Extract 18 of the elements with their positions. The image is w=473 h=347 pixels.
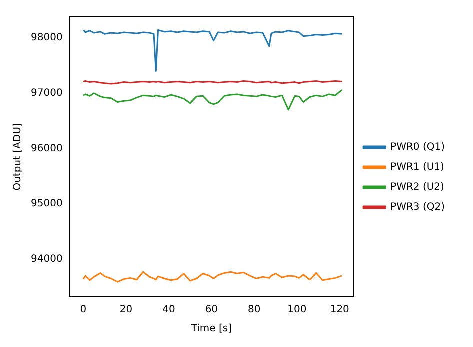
x-tick-label: 100 [288,304,307,316]
legend-label: PWR1 (U1) [390,162,445,174]
legend-label: PWR3 (Q2) [390,202,446,214]
x-axis-title: Time [s] [190,324,232,335]
y-tick-label: 96000 [31,143,63,154]
x-tick-label: 120 [330,304,350,316]
y-axis-title: Output [ADU] [12,123,24,191]
x-tick-label: 80 [248,304,261,316]
y-tick-label: 98000 [31,32,63,44]
legend-label: PWR2 (U2) [390,182,445,194]
x-tick-label: 60 [205,304,218,316]
x-tick-label: 40 [162,304,176,316]
legend-label: PWR0 (Q1) [390,142,446,154]
x-tick-label: 20 [120,304,133,316]
x-tick-label: 0 [80,304,87,316]
y-tick-label: 94000 [31,254,63,265]
y-tick-label: 97000 [31,88,63,99]
y-tick-label: 95000 [31,198,63,210]
